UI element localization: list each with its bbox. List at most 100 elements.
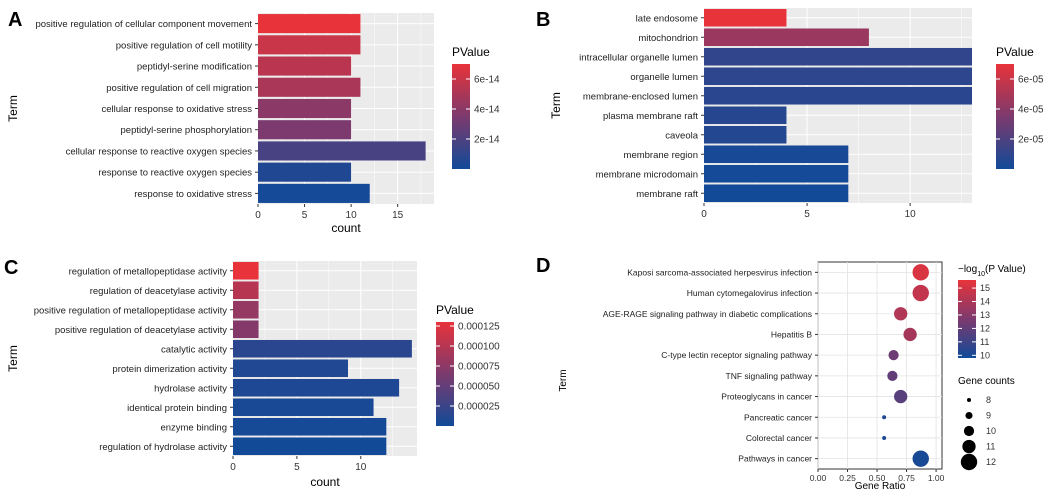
bar-B [704, 8, 787, 27]
legend-tick-label: 0.000025 [458, 402, 500, 413]
category-label: Pathways in cancer [738, 454, 812, 464]
x-tick-label: 0.25 [839, 473, 856, 483]
category-label: mitochondrion [638, 33, 698, 44]
bar-B [704, 106, 787, 125]
size-legend-label: 8 [986, 395, 991, 405]
bar-C [233, 339, 412, 358]
point-D [903, 327, 917, 342]
category-label: Pancreatic cancer [744, 412, 812, 422]
bar-A [258, 35, 361, 55]
category-label: Kaposi sarcoma-associated herpesvirus in… [627, 267, 812, 277]
category-label: membrane raft [636, 189, 698, 200]
category-label: Proteoglycans in cancer [721, 392, 812, 402]
bar-C [233, 300, 259, 319]
x-tick-label: 5 [804, 209, 810, 220]
bar-A [258, 14, 361, 34]
legend-title-sub: 10 [977, 271, 985, 278]
category-label: positive regulation of cell migration [106, 83, 252, 94]
bar-B [704, 67, 972, 86]
colorbar-A [452, 64, 470, 169]
category-label: membrane region [624, 150, 698, 161]
bar-C [233, 261, 259, 280]
category-label: AGE-RAGE signaling pathway in diabetic c… [603, 309, 812, 319]
legend-title: PValue [452, 45, 490, 59]
bar-B [704, 164, 849, 183]
bar-C [233, 417, 387, 436]
point-D [912, 264, 929, 281]
legend-tick-label: 0.000075 [458, 362, 500, 373]
bar-A [258, 56, 352, 76]
legend-title-suffix: (P Value) [985, 264, 1026, 275]
category-label: Human cytomegalovirus infection [687, 288, 812, 298]
bar-C [233, 437, 387, 456]
x-tick-label: 5 [294, 462, 300, 473]
x-tick-label: 0 [230, 462, 236, 473]
y-axis-title: Term [558, 369, 569, 391]
size-legend-label: 11 [986, 442, 995, 452]
point-D [912, 284, 929, 302]
legend-tick-label: 2e-14 [474, 135, 500, 146]
x-tick-label: 10 [346, 210, 358, 221]
category-label: positive regulation of cell motility [116, 40, 252, 51]
category-label: cellular response to oxidative stress [102, 104, 253, 115]
panel-label: C [4, 257, 18, 279]
size-legend-dot [963, 425, 975, 437]
category-label: membrane-enclosed lumen [583, 91, 698, 102]
x-tick-label: 0.00 [810, 473, 827, 483]
legend-title-prefix: −log [958, 264, 977, 275]
bar-A [258, 98, 352, 119]
category-label: regulation of metallopeptidase activity [69, 266, 228, 277]
category-label: plasma membrane raft [603, 111, 698, 122]
bar-C [233, 378, 400, 397]
category-label: positive regulation of cellular componen… [35, 19, 252, 30]
legend-title: PValue [436, 303, 474, 317]
size-legend-dot [962, 439, 976, 454]
legend-tick-label: 0.000125 [458, 322, 500, 333]
category-label: regulation of hydrolase activity [99, 442, 227, 453]
bar-B [704, 145, 849, 164]
category-label: hydrolase activity [154, 383, 227, 394]
bar-B [704, 28, 869, 47]
size-legend-dot [967, 398, 971, 402]
bar-A [258, 183, 370, 203]
point-D [882, 415, 887, 420]
category-label: organelle lumen [630, 72, 698, 83]
x-axis-title: count [331, 221, 361, 235]
point-D [912, 450, 929, 467]
point-D [894, 307, 908, 321]
legend-tick-label: 4e-14 [474, 105, 500, 116]
size-legend-label: 9 [986, 411, 991, 421]
colorbar-B [996, 64, 1014, 169]
legend-tick-label: 6e-05 [1018, 75, 1044, 86]
x-tick-label: 0 [701, 209, 707, 220]
size-legend-label: 10 [986, 426, 996, 436]
category-label: intracellular organelle lumen [579, 52, 698, 63]
y-axis-title: Term [6, 95, 20, 122]
bar-B [704, 125, 787, 144]
point-D [888, 350, 899, 361]
bar-A [258, 162, 352, 182]
bar-A [258, 120, 352, 140]
panel-label: A [8, 9, 22, 31]
legend-title: −log10(P Value) [958, 264, 1026, 278]
bar-C [233, 359, 348, 378]
legend-tick-label: 14 [980, 297, 990, 307]
point-D [882, 435, 887, 440]
legend-tick-label: 4e-05 [1018, 105, 1044, 116]
legend-tick-label: 13 [980, 310, 990, 320]
x-axis-title: Gene Ratio [855, 481, 906, 492]
x-tick-label: 5 [302, 210, 308, 221]
bar-B [704, 47, 972, 66]
size-legend-title: Gene counts [958, 376, 1015, 387]
category-label: identical protein binding [127, 403, 227, 414]
category-label: late endosome [636, 13, 698, 24]
category-label: peptidyl-serine phosphorylation [121, 125, 253, 136]
category-label: enzyme binding [160, 422, 227, 433]
bar-C [233, 320, 259, 339]
colorbar-D [958, 280, 976, 358]
x-axis-title: count [310, 475, 340, 489]
category-label: caveola [665, 130, 698, 141]
legend-tick-label: 12 [980, 323, 990, 333]
x-tick-label: 0.50 [869, 473, 886, 483]
